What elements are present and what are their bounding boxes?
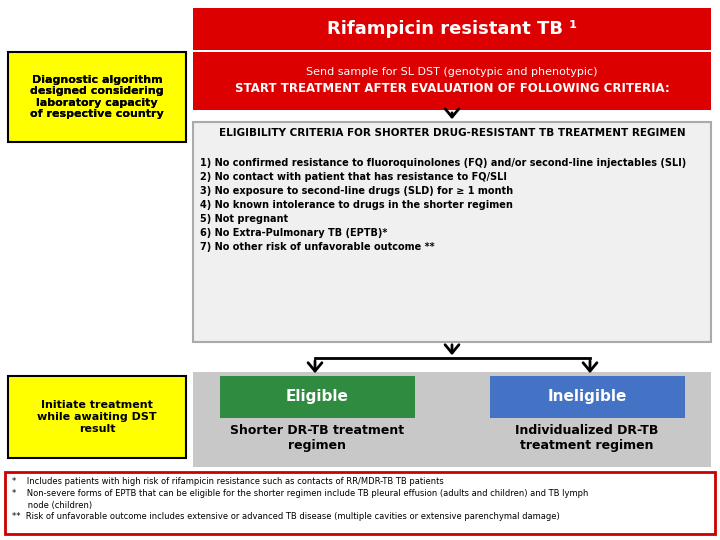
Text: Initiate treatment
while awaiting DST
result: Initiate treatment while awaiting DST re… (37, 400, 157, 434)
Bar (8, 52, 186, 142)
Text: Shorter DR-TB treatment
regimen: Shorter DR-TB treatment regimen (230, 424, 404, 452)
Text: Individualized DR-TB
treatment regimen: Individualized DR-TB treatment regimen (516, 424, 659, 452)
Bar (193, 52, 711, 110)
Text: ELIGIBILITY CRITERIA FOR SHORTER DRUG-RESISTANT TB TREATMENT REGIMEN: ELIGIBILITY CRITERIA FOR SHORTER DRUG-RE… (219, 128, 685, 138)
Bar (193, 8, 711, 50)
Text: *    Includes patients with high risk of rifampicin resistance such as contacts : * Includes patients with high risk of ri… (12, 477, 588, 522)
Bar (8, 376, 186, 458)
Text: Send sample for SL DST (genotypic and phenotypic): Send sample for SL DST (genotypic and ph… (306, 67, 598, 77)
Text: Rifampicin resistant TB ¹: Rifampicin resistant TB ¹ (327, 20, 577, 38)
Text: Diagnostic algorithm
designed considering
laboratory capacity
of respective coun: Diagnostic algorithm designed considerin… (30, 75, 164, 119)
Bar (193, 122, 711, 342)
Bar (193, 372, 711, 467)
Bar (5, 472, 715, 534)
Text: Diagnostic algorithm
designed considering
laboratory capacity
of respective coun: Diagnostic algorithm designed considerin… (30, 75, 164, 119)
Bar (490, 376, 685, 418)
Text: Eligible: Eligible (286, 389, 348, 404)
Bar (220, 376, 415, 418)
Text: 1) No confirmed resistance to fluoroquinolones (FQ) and/or second-line injectabl: 1) No confirmed resistance to fluoroquin… (200, 158, 686, 252)
Text: START TREATMENT AFTER EVALUATION OF FOLLOWING CRITERIA:: START TREATMENT AFTER EVALUATION OF FOLL… (235, 82, 670, 95)
Text: Ineligible: Ineligible (547, 389, 626, 404)
